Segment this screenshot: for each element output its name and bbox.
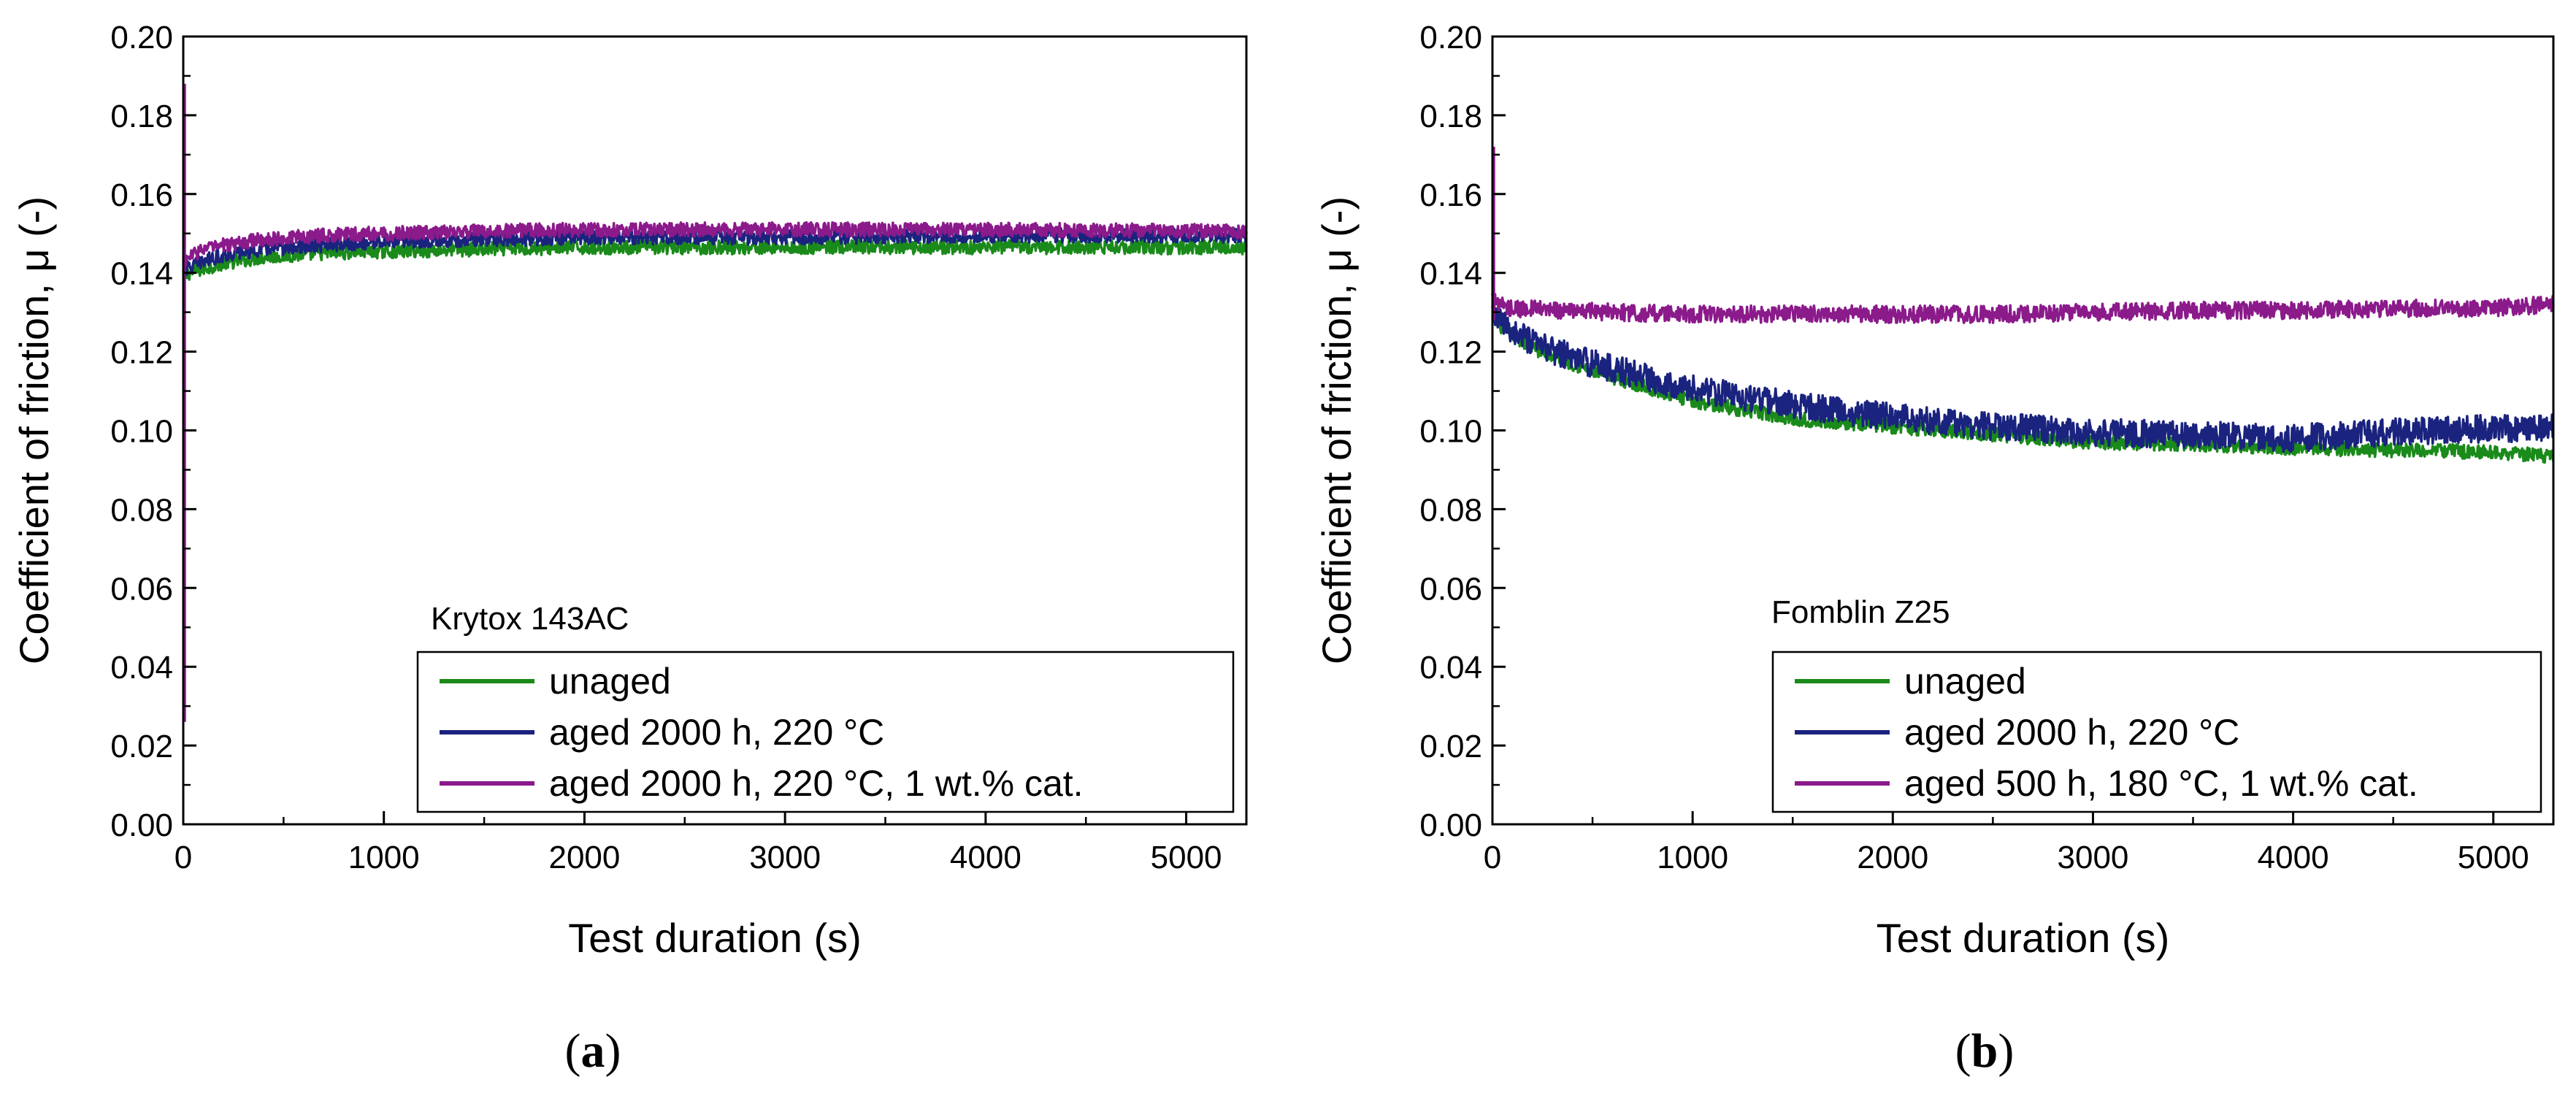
legend-label-1: unaged (549, 661, 671, 702)
x-tick-label: 0 (1484, 840, 1501, 875)
y-tick-label: 0.20 (1419, 20, 1482, 55)
legend-label-2: aged 2000 h, 220 °C (549, 712, 884, 753)
x-tick-label: 1000 (1657, 840, 1728, 875)
x-tick-label: 2000 (548, 840, 620, 875)
y-tick-label: 0.08 (110, 492, 173, 528)
series-line-2 (1491, 299, 2555, 453)
y-tick-label: 0.14 (1419, 256, 1482, 292)
series-line-3 (1491, 292, 2555, 324)
legend-label-1: unaged (1904, 661, 2026, 702)
series-line-1 (1491, 310, 2555, 464)
y-axis-title: Coefficient of friction, μ (-) (11, 196, 57, 664)
x-tick-label: 0 (175, 840, 192, 875)
legend-label-3: aged 500 h, 180 °C, 1 wt.% cat. (1904, 763, 2418, 804)
x-tick-label: 5000 (2458, 840, 2529, 875)
series-line-3 (182, 220, 1248, 267)
y-tick-label: 0.10 (110, 414, 173, 450)
y-tick-label: 0.06 (1419, 571, 1482, 607)
y-tick-label: 0.12 (1419, 335, 1482, 371)
y-tick-label: 0.20 (110, 20, 173, 55)
panel-b: 0.00 0.02 0.04 0.06 0.08 0.10 0.12 0.14 0.16 0.18… (1314, 20, 2555, 961)
series-line-1 (182, 239, 1248, 281)
panel-b-caption-letter: b (1971, 1024, 1998, 1078)
y-tick-label: 0.10 (1419, 414, 1482, 450)
x-axis-title: Test duration (s) (568, 915, 862, 961)
x-axis-title: Test duration (s) (1877, 915, 2170, 961)
y-tick-label: 0.04 (110, 650, 173, 686)
sample-annotation: Fomblin Z25 (1771, 594, 1950, 630)
y-tick-label: 0.12 (110, 335, 173, 371)
y-tick-label: 0.18 (110, 99, 173, 134)
legend-box (416, 651, 1235, 813)
x-tick-label: 5000 (1151, 840, 1222, 875)
panel-a-caption-letter: a (581, 1024, 605, 1078)
panel-a-caption: (a) (565, 1024, 621, 1078)
x-tick-label: 4000 (950, 840, 1021, 875)
x-tick-label: 3000 (2058, 840, 2129, 875)
y-tick-label: 0.02 (110, 729, 173, 764)
y-tick-label: 0.16 (1419, 177, 1482, 213)
y-tick-label: 0.06 (110, 571, 173, 607)
y-tick-label: 0.16 (110, 177, 173, 213)
y-tick-label: 0.14 (110, 256, 173, 292)
y-tick-label: 0.00 (1419, 807, 1482, 843)
x-tick-label: 1000 (348, 840, 420, 875)
y-tick-label: 0.00 (110, 807, 173, 843)
y-tick-label: 0.02 (1419, 729, 1482, 764)
x-tick-label: 3000 (749, 840, 821, 875)
panel-a: 0.00 0.02 0.04 0.06 0.08 0.10 0.12 0.14 0.16 0.18… (11, 20, 1248, 961)
sample-annotation: Krytox 143AC (431, 601, 629, 637)
y-tick-label: 0.04 (1419, 650, 1482, 686)
legend-label-2: aged 2000 h, 220 °C (1904, 712, 2239, 753)
y-tick-label: 0.18 (1419, 99, 1482, 134)
x-tick-label: 4000 (2258, 840, 2329, 875)
x-tick-label: 2000 (1857, 840, 1928, 875)
y-axis-title: Coefficient of friction, μ (-) (1314, 196, 1360, 664)
panel-b-caption: (b) (1955, 1024, 2015, 1078)
y-tick-label: 0.08 (1419, 492, 1482, 528)
legend-box (1771, 651, 2542, 813)
legend-label-3: aged 2000 h, 220 °C, 1 wt.% cat. (549, 763, 1084, 804)
